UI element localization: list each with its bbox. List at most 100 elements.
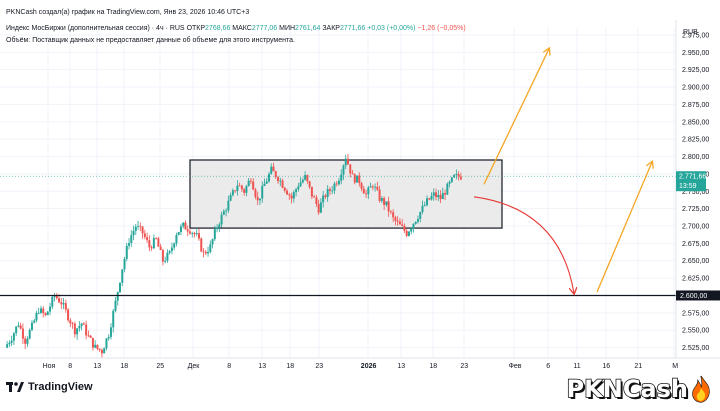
candle-body [319, 202, 322, 213]
countdown-label: 13:59 [679, 183, 697, 190]
candle-body [306, 175, 309, 182]
candle-body [19, 325, 22, 329]
price-tick-label: 2.825,00 [682, 137, 709, 144]
candle-body [453, 174, 456, 178]
candle-body [42, 308, 45, 314]
candle-body [326, 189, 329, 197]
candle-body [328, 189, 331, 191]
candle-body [267, 173, 270, 182]
current-price-tag [676, 171, 706, 192]
candle-body [175, 235, 178, 244]
candle-body [459, 176, 462, 180]
time-tick-label: 18 [120, 363, 128, 370]
price-axis[interactable]: 2.525,00 2.550,00 2.575,00 2.600,00 2.625,00… [675, 20, 720, 358]
time-axis[interactable]: Ноя 8 13 18 25 Дек 8 13 18 23 2026 13 18 23 Фев 6 11 16 21… [0, 357, 720, 370]
candle-body [204, 251, 207, 254]
level-price-tag-label: 2.600,00 [680, 293, 707, 300]
candle-body [103, 348, 106, 354]
candle-body [324, 195, 327, 197]
candle-body [392, 212, 395, 218]
candle-body [37, 312, 40, 314]
candle-body [401, 224, 404, 226]
candle-body [349, 164, 352, 174]
candle-body [256, 197, 259, 201]
candle-body [159, 246, 162, 250]
candle-body [141, 226, 144, 234]
price-tick-label: 2.700,00 [682, 224, 709, 231]
candle-body [367, 187, 370, 195]
time-tick-label: 18 [286, 363, 294, 370]
candle-body [295, 189, 298, 193]
candle-body [186, 229, 189, 232]
candle-body [24, 338, 27, 344]
candle-body [423, 205, 426, 206]
price-tick-label: 2.750,00 [682, 189, 709, 196]
candle-body [383, 198, 386, 205]
candle-body [220, 214, 223, 225]
candle-body [28, 329, 31, 339]
candle-body [51, 296, 54, 307]
candle-body [426, 198, 429, 206]
candle-body [304, 175, 307, 180]
candle-body [119, 282, 121, 293]
candle-body [177, 232, 180, 236]
candle-body [44, 313, 47, 316]
candle-body [394, 217, 397, 221]
candle-body [116, 292, 119, 301]
candle-body [376, 186, 379, 190]
candle-body [166, 252, 169, 261]
volume-note: Объём: Поставщик данных не предоставляет… [6, 37, 295, 44]
candle-body [80, 323, 83, 326]
candle-body [277, 177, 280, 182]
candle-body [62, 303, 65, 305]
candle-body [333, 183, 336, 191]
instrument-name[interactable]: Индекс МосБиржи (дополнительная сессия) … [6, 25, 185, 32]
price-tick-label: 2.950,00 [682, 50, 709, 57]
tradingview-logo[interactable]: TradingView [6, 379, 93, 395]
candle-body [67, 309, 70, 321]
candle-body [270, 166, 273, 174]
candle-body [362, 188, 365, 194]
candle-body [358, 175, 361, 184]
candle-body [407, 231, 410, 236]
candle-body [222, 211, 225, 215]
currency-label: RUB [683, 29, 698, 36]
candle-body [26, 338, 29, 344]
candle-body [209, 244, 212, 252]
candle-body [331, 190, 334, 192]
candle-body [272, 166, 275, 172]
candle-body [263, 183, 266, 186]
candle-body [274, 171, 277, 178]
candle-body [146, 237, 149, 241]
time-tick-label: 13 [258, 363, 266, 370]
candle-body [10, 340, 13, 343]
pkncash-brand: PKNCash [566, 373, 712, 405]
candle-body [398, 221, 401, 225]
time-tick-label: 8 [227, 363, 231, 370]
candle-body [170, 247, 173, 252]
candle-body [109, 327, 112, 337]
candle-body [428, 198, 431, 200]
candle-body [247, 180, 250, 187]
candle-body [317, 204, 320, 213]
candle-body [369, 186, 372, 188]
candle-body [78, 325, 81, 329]
grid-lines [0, 28, 676, 358]
high-label: МАКС [232, 25, 252, 32]
candle-body [450, 177, 453, 182]
candle-body [195, 233, 198, 235]
candle-body [15, 326, 18, 334]
candle-body [322, 195, 325, 203]
candle-body [8, 342, 11, 345]
candle-body [114, 300, 117, 311]
candle-body [100, 349, 103, 354]
candle-body [200, 238, 203, 252]
candle-body [249, 180, 252, 182]
candle-body [410, 228, 413, 232]
level-price-tag [676, 290, 720, 301]
candle-body [351, 173, 354, 175]
change-value: +0,03 (+0,00%) [367, 25, 416, 32]
bullish-forecast-arrow [483, 49, 549, 185]
open-label: ОТКР [186, 25, 206, 32]
